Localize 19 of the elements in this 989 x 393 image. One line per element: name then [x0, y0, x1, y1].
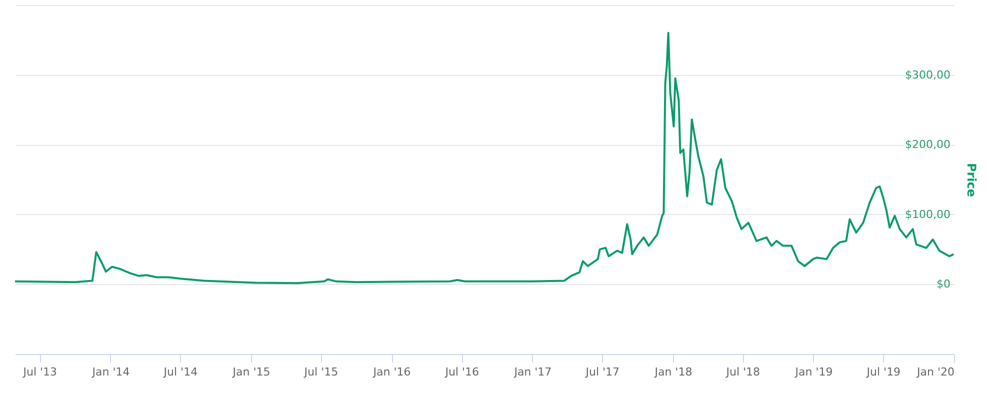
x-tick-label: Jan '16: [372, 366, 411, 378]
x-tick-label: Jan '18: [654, 366, 692, 378]
y-tick-label: $200,00: [905, 138, 950, 152]
x-tick-label: Jan '20: [916, 366, 954, 378]
x-tick-label: Jul '15: [303, 366, 338, 378]
x-tick-label: Jan '17: [513, 366, 552, 378]
x-tick-label: Jul '17: [584, 366, 620, 378]
x-tick-label: Jul '13: [22, 366, 58, 378]
x-tick-label: Jul '18: [725, 366, 760, 378]
y-tick-label: $0: [936, 278, 950, 291]
x-tick-label: Jan '14: [91, 366, 130, 378]
x-tick-label: Jan '19: [794, 366, 833, 378]
x-tick-label: Jul '19: [866, 366, 901, 378]
x-tick-label: Jan '15: [232, 366, 270, 378]
y-axis-title: Price: [964, 162, 978, 198]
x-tick-label: Jul '14: [162, 366, 198, 378]
y-tick-label: $300,00: [905, 68, 950, 82]
y-tick-label: $100,00: [905, 208, 950, 221]
x-tick-label: Jul '16: [444, 366, 479, 378]
